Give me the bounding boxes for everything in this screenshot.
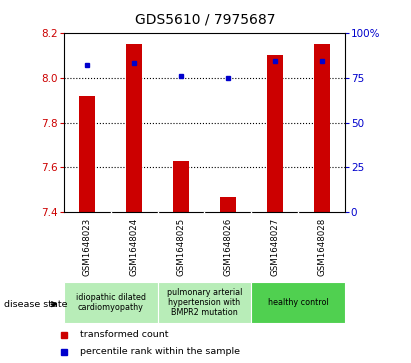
- Text: pulmonary arterial
hypertension with
BMPR2 mutation: pulmonary arterial hypertension with BMP…: [167, 287, 242, 318]
- Text: disease state: disease state: [4, 300, 68, 309]
- Text: GSM1648027: GSM1648027: [270, 218, 279, 276]
- Bar: [267, 55, 283, 212]
- Bar: [157, 282, 252, 323]
- Text: transformed count: transformed count: [80, 330, 169, 339]
- Text: GSM1648023: GSM1648023: [83, 218, 92, 276]
- Text: GSM1648025: GSM1648025: [176, 218, 185, 276]
- Text: GSM1648026: GSM1648026: [224, 218, 233, 276]
- Bar: [252, 282, 345, 323]
- Text: healthy control: healthy control: [268, 298, 329, 307]
- Text: idiopathic dilated
cardiomyopathy: idiopathic dilated cardiomyopathy: [76, 293, 145, 312]
- Bar: [64, 282, 157, 323]
- Bar: [220, 197, 236, 212]
- Text: GDS5610 / 7975687: GDS5610 / 7975687: [135, 13, 276, 27]
- Bar: [314, 44, 330, 212]
- Text: GSM1648024: GSM1648024: [129, 218, 139, 276]
- Bar: [173, 161, 189, 212]
- Bar: [126, 44, 142, 212]
- Bar: [79, 95, 95, 212]
- Text: GSM1648028: GSM1648028: [317, 218, 326, 276]
- Text: percentile rank within the sample: percentile rank within the sample: [80, 347, 240, 356]
